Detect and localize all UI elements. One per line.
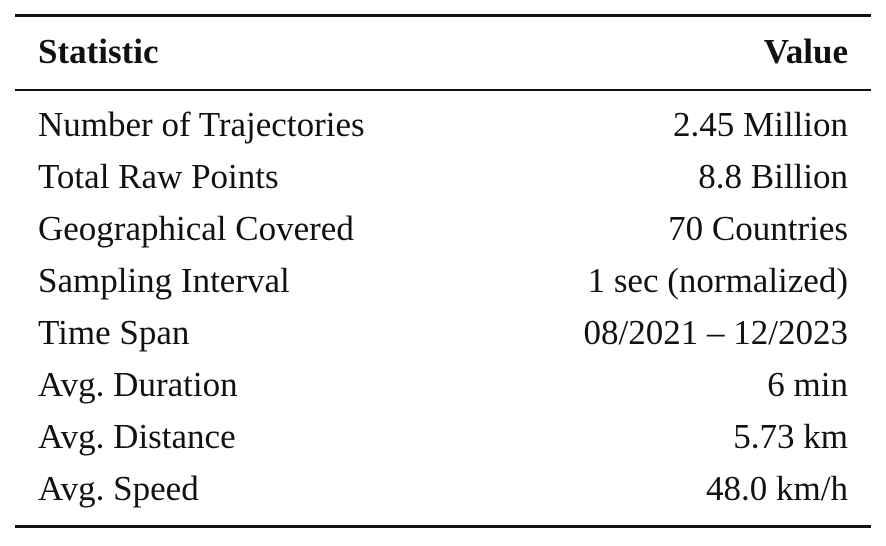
value-cell: 6 min: [767, 365, 848, 404]
value-cell: 70 Countries: [668, 209, 848, 248]
statistic-cell: Total Raw Points: [38, 157, 279, 196]
value-cell: 1 sec (normalized): [587, 261, 848, 300]
statistic-cell: Avg. Distance: [38, 417, 236, 456]
statistic-cell: Avg. Speed: [38, 469, 199, 508]
value-cell: 5.73 km: [733, 417, 848, 456]
header-cell: Statistic: [38, 32, 159, 71]
top-rule: [15, 14, 871, 17]
bottom-rule: [15, 525, 871, 528]
value-cell: 8.8 Billion: [698, 157, 848, 196]
value-cell: 2.45 Million: [672, 105, 848, 144]
statistic-cell: Time Span: [38, 313, 190, 352]
statistic-cell: Sampling Interval: [38, 261, 290, 300]
header-cell: Value: [763, 32, 848, 71]
statistic-cell: Avg. Duration: [38, 365, 238, 404]
statistic-cell: Number of Trajectories: [38, 105, 365, 144]
statistic-cell: Geographical Covered: [38, 209, 354, 248]
value-cell: 48.0 km/h: [706, 469, 848, 508]
mid-rule: [15, 89, 871, 91]
value-cell: 08/2021 – 12/2023: [583, 313, 848, 352]
